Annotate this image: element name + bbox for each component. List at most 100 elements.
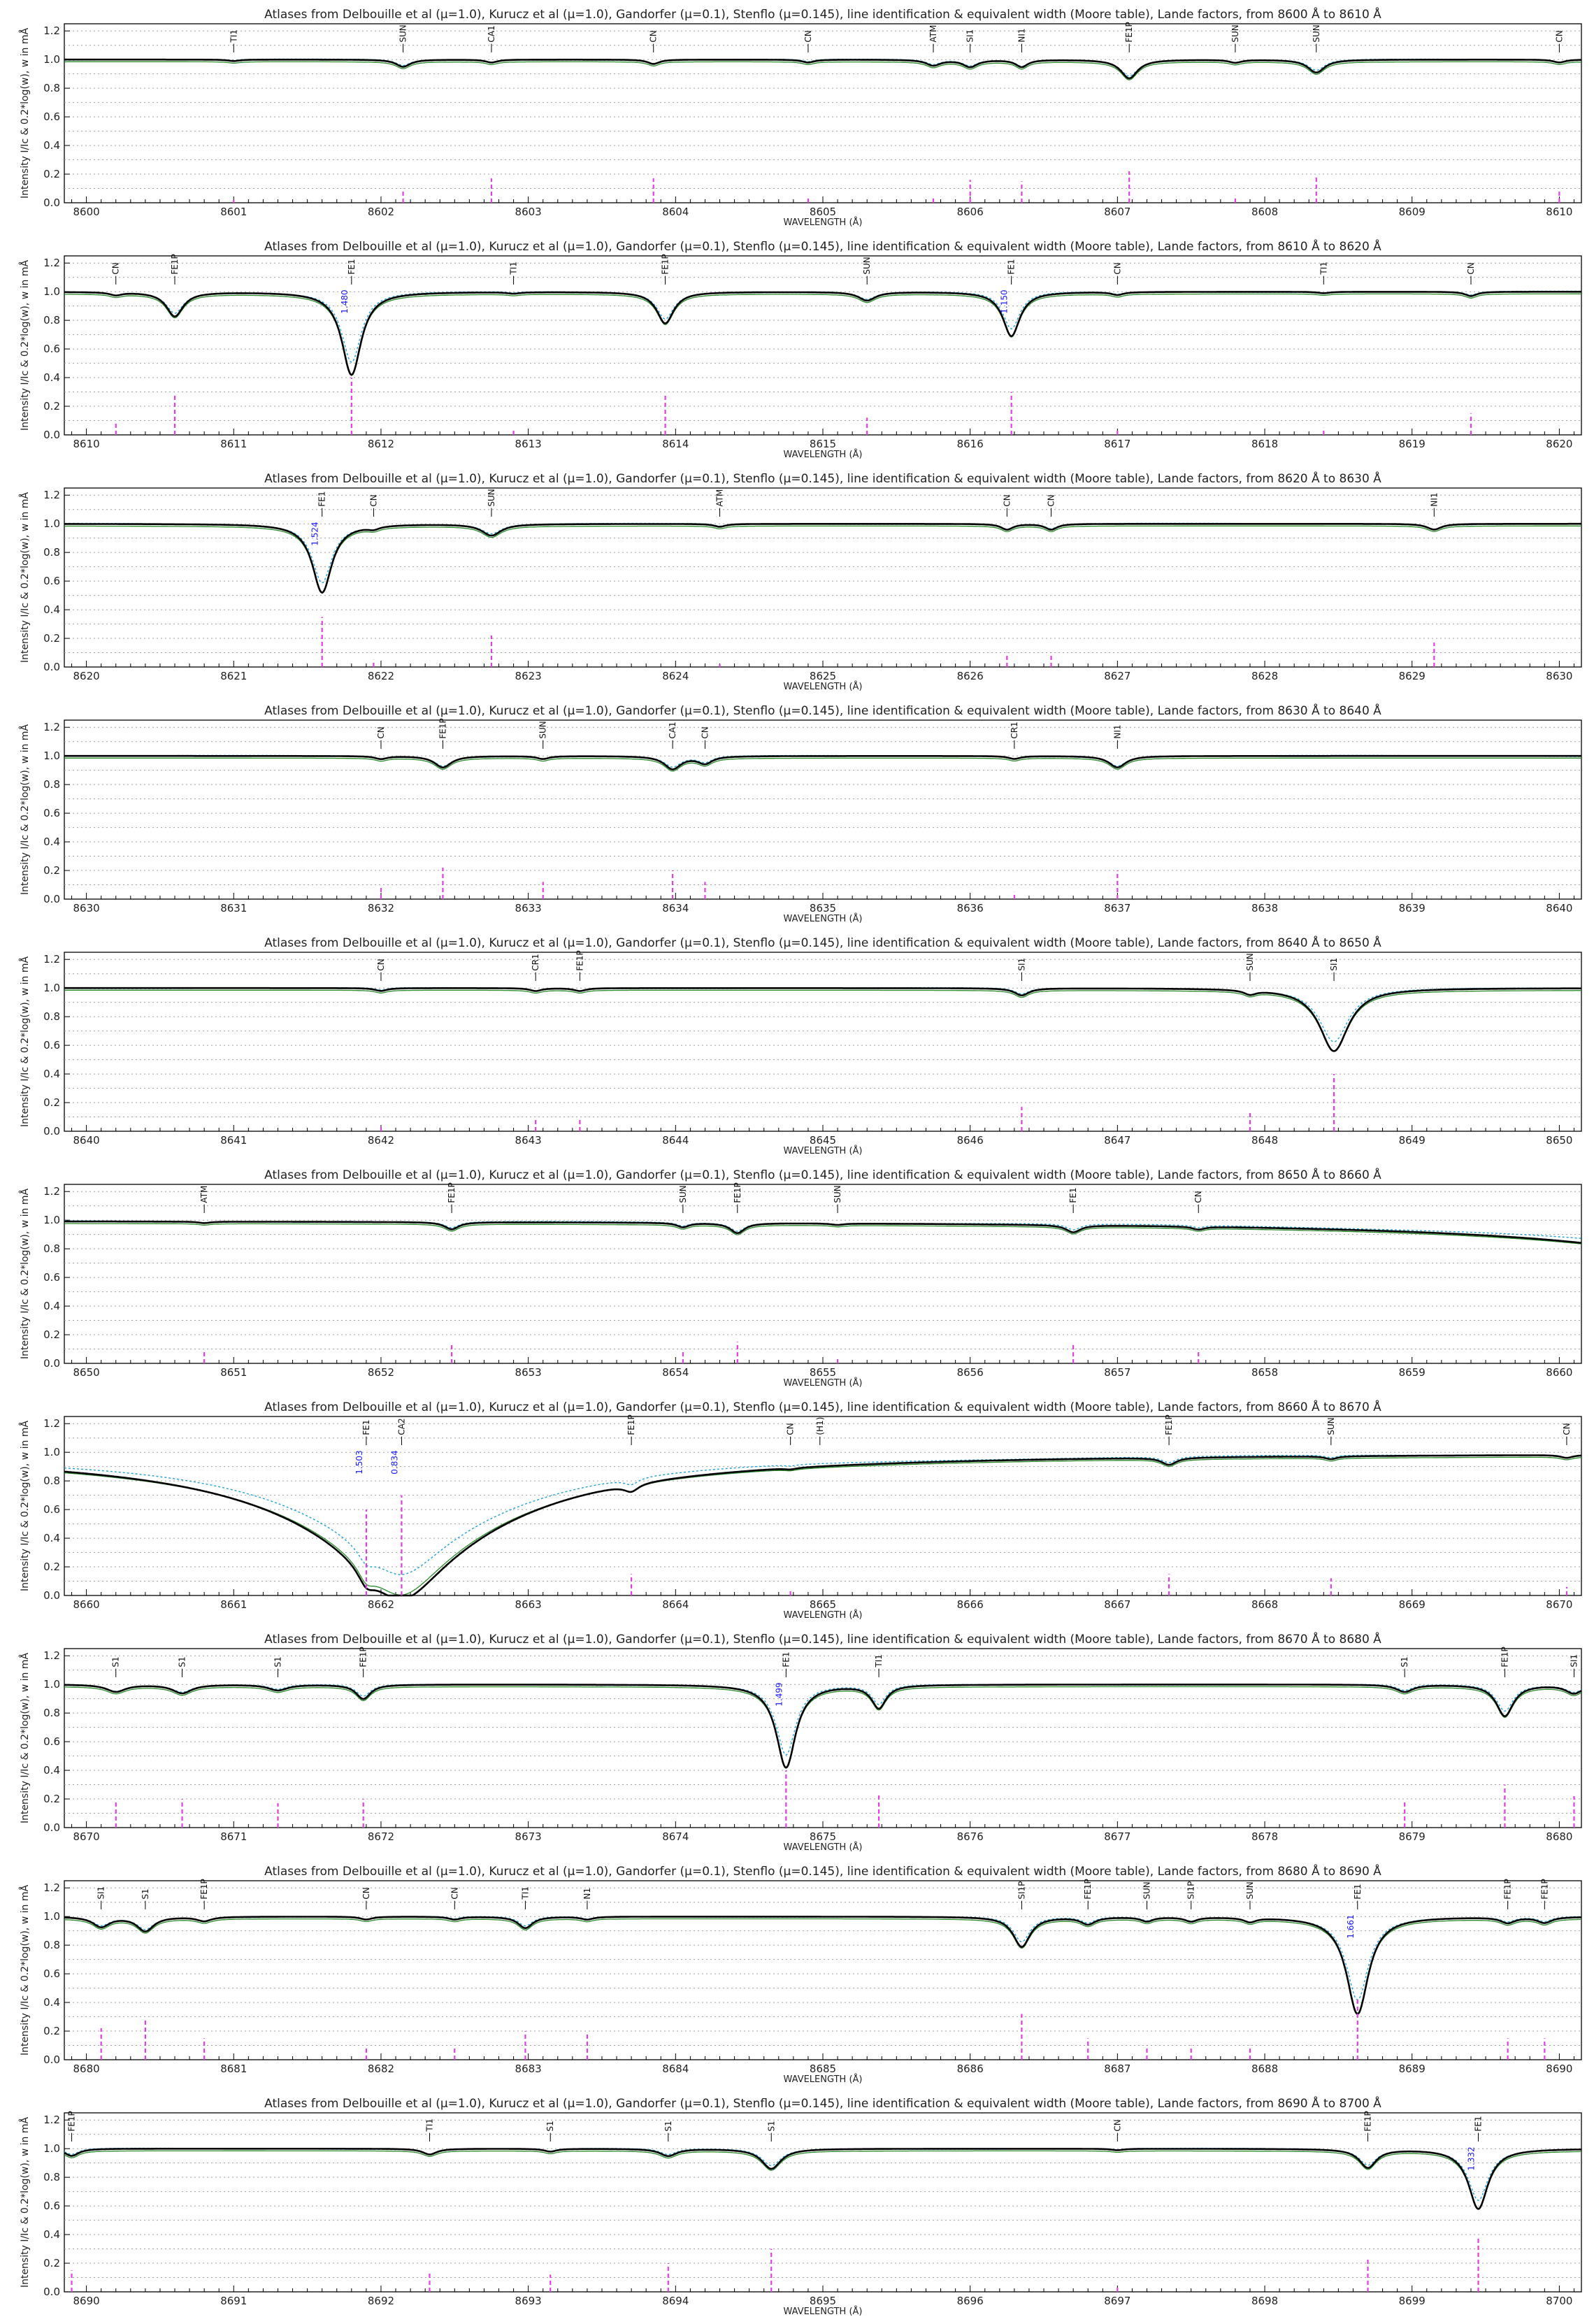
line-id-label: SI1 — [1329, 958, 1339, 971]
y-tick-label: 1.0 — [43, 1214, 60, 1226]
x-tick-label: 8651 — [220, 1366, 247, 1379]
line-id-label: CN — [368, 494, 378, 506]
y-tick-label: 1.2 — [43, 953, 60, 966]
y-tick-label: 0.0 — [43, 893, 60, 905]
x-tick-label: 8630 — [73, 902, 100, 914]
plot-frame — [64, 23, 1582, 203]
line-id-label: FE1P — [438, 718, 447, 738]
line-id-label: NI1 — [1429, 492, 1439, 506]
x-axis-label: WAVELENGTH (Å) — [784, 1609, 863, 1621]
y-tick-label: 0.8 — [43, 1939, 60, 1951]
line-id-label: TI1 — [424, 2118, 434, 2132]
line-id-label: (H1) — [815, 1417, 825, 1435]
x-tick-label: 8640 — [73, 1134, 100, 1147]
x-tick-label: 8642 — [368, 1134, 394, 1147]
y-tick-label: 0.4 — [43, 835, 60, 848]
y-tick-label: 0.0 — [43, 1125, 60, 1138]
atlas-gandorfer-line — [64, 1918, 1582, 2014]
y-tick-label: 0.8 — [43, 778, 60, 791]
x-tick-label: 8685 — [810, 2063, 836, 2075]
x-tick-label: 8631 — [220, 902, 247, 914]
x-tick-label: 8680 — [73, 2063, 100, 2075]
line-id-label: CN — [786, 1423, 796, 1435]
line-id-label: CN — [700, 726, 710, 738]
y-tick-label: 0.8 — [43, 546, 60, 559]
y-tick-label: 0.4 — [43, 1300, 60, 1312]
panel-title: Atlases from Delbouille et al (μ=1.0), K… — [264, 238, 1381, 254]
y-tick-label: 0.2 — [43, 2025, 60, 2037]
lande-factor-label: 1.499 — [774, 1682, 784, 1706]
x-tick-label: 8613 — [515, 438, 542, 450]
line-id-label: ATM — [715, 489, 725, 507]
y-tick-label: 0.4 — [43, 139, 60, 152]
x-tick-label: 8645 — [810, 1134, 836, 1147]
x-tick-label: 8637 — [1104, 902, 1130, 914]
x-tick-label: 8698 — [1251, 2295, 1278, 2307]
x-tick-label: 8653 — [515, 1366, 542, 1379]
x-tick-label: 8647 — [1104, 1134, 1130, 1147]
x-tick-label: 8636 — [957, 902, 984, 914]
line-id-label: FE1 — [1068, 1187, 1078, 1203]
atlas-delbouille-line — [64, 522, 1581, 594]
y-tick-label: 1.0 — [43, 285, 60, 298]
x-tick-label: 8610 — [1546, 206, 1572, 218]
x-tick-label: 8634 — [662, 902, 689, 914]
atlas-gandorfer-line — [64, 1223, 1582, 1245]
x-tick-label: 8690 — [73, 2295, 100, 2307]
x-axis-label: WAVELENGTH (Å) — [784, 913, 863, 924]
line-id-label: FE1P — [1164, 1414, 1174, 1435]
plot-frame — [64, 487, 1582, 668]
lande-factor-label: 1.524 — [310, 522, 320, 545]
y-tick-label: 0.0 — [43, 1589, 60, 1602]
line-id-label: FE1P — [1503, 1879, 1513, 1899]
atlas-panel: Atlases from Delbouille et al (μ=1.0), K… — [19, 1863, 1582, 2085]
x-axis-label: WAVELENGTH (Å) — [784, 2074, 863, 2085]
atlas-gandorfer-line — [64, 1686, 1582, 1768]
line-id-label: CA1 — [487, 25, 496, 42]
line-id-label: CN — [111, 262, 121, 274]
y-tick-label: 0.2 — [43, 1561, 60, 1573]
y-tick-label: 0.2 — [43, 1096, 60, 1109]
atlas-delbouille-line — [64, 1916, 1581, 2015]
atlas-kurucz-line — [64, 1454, 1582, 1575]
line-id-label: S1 — [273, 1656, 282, 1667]
line-id-label: CA2 — [396, 1418, 406, 1435]
y-axis-label: Intensity I/Ic & 0.2*log(w), w in mÅ — [19, 1421, 31, 1592]
x-tick-label: 8661 — [220, 1598, 247, 1611]
line-id-label: FE1P — [1539, 1879, 1549, 1899]
line-id-label: FE1P — [733, 1182, 742, 1203]
lande-factor-label: 1.661 — [1346, 1914, 1356, 1938]
y-tick-label: 0.6 — [43, 1271, 60, 1284]
atlas-delbouille-line — [64, 2148, 1581, 2210]
line-id-label: FE1 — [1353, 1884, 1363, 1899]
y-axis-label: Intensity I/Ic & 0.2*log(w), w in mÅ — [19, 724, 31, 896]
panel-title: Atlases from Delbouille et al (μ=1.0), K… — [264, 703, 1381, 718]
x-tick-label: 8675 — [810, 1830, 836, 1843]
atlas-delbouille-line — [64, 1454, 1582, 1597]
line-id-label: CN — [1193, 1191, 1203, 1203]
y-axis-label: Intensity I/Ic & 0.2*log(w), w in mÅ — [19, 492, 31, 664]
line-id-label: SUN — [487, 489, 496, 506]
x-tick-label: 8687 — [1104, 2063, 1130, 2075]
x-tick-label: 8612 — [368, 438, 394, 450]
x-tick-label: 8600 — [73, 206, 100, 218]
y-tick-label: 0.0 — [43, 2053, 60, 2066]
line-id-label: FE1 — [1007, 259, 1017, 274]
x-tick-label: 8693 — [515, 2295, 542, 2307]
x-tick-label: 8608 — [1251, 206, 1278, 218]
panel-title: Atlases from Delbouille et al (μ=1.0), K… — [264, 1167, 1381, 1182]
line-id-label: TI1 — [229, 29, 238, 43]
line-id-label: FE1 — [1474, 2116, 1484, 2131]
atlas-panel: Atlases from Delbouille et al (μ=1.0), K… — [19, 2095, 1582, 2317]
line-id-label: SUN — [678, 1185, 688, 1203]
y-tick-label: 0.2 — [43, 400, 60, 413]
x-tick-label: 8688 — [1251, 2063, 1278, 2075]
y-tick-label: 0.2 — [43, 632, 60, 645]
y-tick-label: 1.2 — [43, 24, 60, 37]
atlas-delbouille-line — [64, 987, 1581, 1052]
y-tick-label: 1.2 — [43, 721, 60, 733]
panel-title: Atlases from Delbouille et al (μ=1.0), K… — [264, 1399, 1381, 1414]
atlas-kurucz-line — [64, 754, 1581, 768]
x-tick-label: 8655 — [810, 1366, 836, 1379]
